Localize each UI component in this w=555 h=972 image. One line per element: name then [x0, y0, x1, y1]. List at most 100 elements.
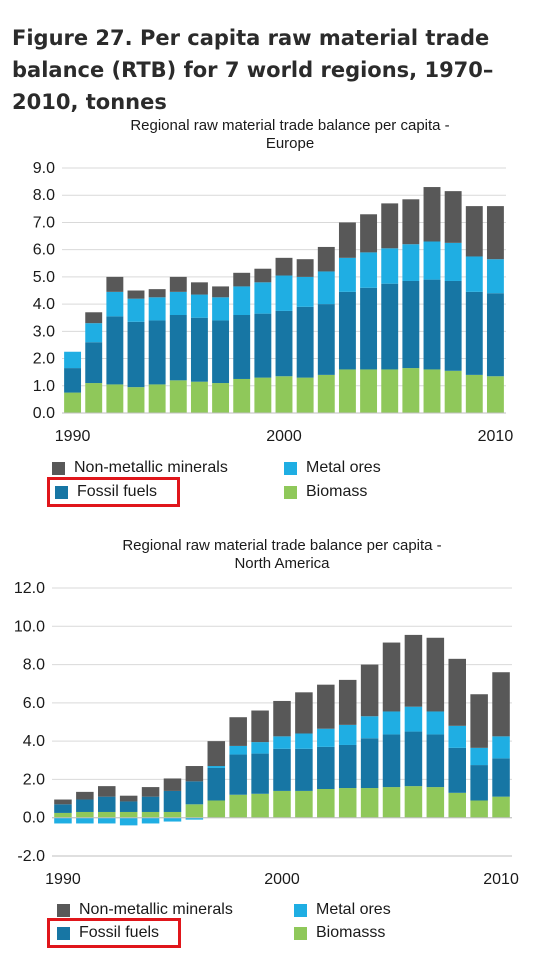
y-tick-label: 0.0 [23, 810, 45, 827]
bars [64, 187, 504, 413]
bar-biomass-2001 [295, 790, 313, 818]
bar-biomass-2004 [360, 369, 378, 413]
bar-metal-ores-1994 [148, 297, 166, 321]
bar-non-metallic-minerals-1991 [76, 791, 94, 800]
bar-metal-ores-1996 [185, 817, 204, 820]
bar-non-metallic-minerals-2002 [317, 246, 335, 272]
y-tick-label: 9.0 [33, 160, 55, 177]
bar-fossil-fuels-1994 [148, 320, 166, 385]
bar-biomass-2010 [486, 376, 504, 413]
bar-non-metallic-minerals-2004 [360, 664, 379, 717]
bar-biomass-2000 [273, 790, 291, 818]
bar-biomass-2007 [426, 787, 445, 818]
bar-fossil-fuels-1998 [229, 754, 247, 795]
bar-non-metallic-minerals-2008 [444, 191, 462, 243]
bar-non-metallic-minerals-2006 [404, 634, 423, 707]
bar-fossil-fuels-2006 [402, 280, 420, 369]
legend-label: Biomasss [316, 924, 386, 941]
bar-non-metallic-minerals-2010 [486, 206, 504, 260]
chart-title-line-2: Europe [265, 135, 315, 152]
bar-biomass-2008 [448, 792, 466, 818]
bar-fossil-fuels-1995 [169, 315, 187, 381]
chart-title-line-1: Regional raw material trade balance per … [130, 117, 450, 134]
bar-biomass-1990 [64, 392, 82, 413]
y-tick-label: 8.0 [23, 657, 45, 674]
x-tick-label: 2000 [266, 428, 302, 445]
bar-fossil-fuels-1996 [190, 317, 208, 382]
bar-biomass-2005 [382, 787, 401, 818]
bar-fossil-fuels-2006 [404, 731, 423, 787]
bar-non-metallic-minerals-1992 [98, 786, 116, 797]
chart-title-europe: Regional raw material trade balance per … [60, 117, 520, 153]
bar-metal-ores-2000 [275, 275, 293, 311]
bar-fossil-fuels-2007 [426, 734, 445, 788]
bar-fossil-fuels-2003 [338, 291, 356, 370]
bar-metal-ores-1993 [119, 817, 138, 826]
bar-metal-ores-2006 [404, 706, 423, 732]
bar-metal-ores-1999 [254, 282, 272, 314]
bar-non-metallic-minerals-1996 [190, 282, 208, 295]
legend-swatch-metal-ores [284, 461, 297, 475]
y-tick-label: 6.0 [33, 242, 55, 259]
bar-fossil-fuels-2000 [275, 310, 293, 377]
bar-biomass-2004 [360, 788, 379, 818]
legend-swatch-metal-ores [294, 903, 307, 917]
legend-swatch-biomass [284, 485, 297, 499]
bar-biomass-1991 [85, 383, 103, 413]
bar-biomass-1993 [127, 387, 145, 413]
bar-fossil-fuels-1995 [163, 790, 182, 812]
x-tick-label: 2010 [478, 428, 514, 445]
bar-biomass-1992 [106, 384, 124, 413]
bar-biomass-2002 [317, 374, 335, 413]
bar-metal-ores-1991 [85, 323, 103, 343]
legend-label: Biomass [306, 483, 368, 500]
bar-fossil-fuels-2002 [317, 746, 335, 789]
bar-metal-ores-2001 [296, 276, 314, 307]
legend-label: Fossil fuels [79, 924, 160, 941]
y-tick-label: 8.0 [33, 187, 55, 204]
bar-fossil-fuels-2003 [338, 744, 357, 789]
legend-item-biomass: Biomasss [294, 923, 385, 943]
bar-fossil-fuels-2008 [444, 280, 462, 371]
bar-biomass-1999 [251, 793, 269, 818]
bar-non-metallic-minerals-2005 [381, 203, 399, 249]
bar-biomass-2008 [444, 370, 462, 413]
bar-fossil-fuels-1994 [141, 796, 160, 812]
bar-fossil-fuels-2010 [492, 758, 510, 797]
bar-biomass-1995 [163, 811, 182, 818]
bar-biomass-1996 [190, 381, 208, 413]
bar-non-metallic-minerals-2002 [317, 684, 335, 729]
bar-fossil-fuels-2004 [360, 287, 378, 370]
bar-fossil-fuels-1992 [106, 316, 124, 385]
bar-biomass-1991 [76, 811, 94, 818]
bar-non-metallic-minerals-1998 [233, 272, 251, 287]
bar-non-metallic-minerals-1990 [54, 799, 72, 805]
bar-metal-ores-1990 [54, 817, 72, 824]
bar-non-metallic-minerals-2009 [465, 206, 483, 257]
bar-metal-ores-2010 [486, 259, 504, 294]
bar-non-metallic-minerals-1995 [163, 778, 182, 791]
bar-non-metallic-minerals-2003 [338, 222, 356, 258]
legend-swatch-non-metallic-minerals [57, 903, 70, 917]
bar-biomass-1999 [254, 377, 272, 413]
highlight-box-fossil-fuels-north-america [47, 918, 181, 948]
bar-biomass-2009 [465, 374, 483, 413]
bar-biomass-1997 [207, 800, 226, 818]
bar-non-metallic-minerals-1993 [127, 290, 145, 299]
bar-biomass-2010 [492, 796, 510, 818]
bar-fossil-fuels-1990 [54, 804, 72, 813]
chart-title-line-1: Regional raw material trade balance per … [122, 537, 442, 554]
bar-non-metallic-minerals-2000 [273, 700, 291, 737]
y-tick-label: 3.0 [33, 323, 55, 340]
legend-item-fossil-fuels: Fossil fuels [55, 482, 157, 502]
bar-metal-ores-1993 [127, 298, 145, 322]
bar-fossil-fuels-2004 [360, 738, 379, 789]
figure-title: Figure 27. Per capita raw material trade… [12, 26, 494, 114]
bar-biomass-2002 [317, 789, 335, 818]
bar-non-metallic-minerals-2006 [402, 199, 420, 245]
bar-non-metallic-minerals-2004 [360, 214, 378, 253]
bar-non-metallic-minerals-2008 [448, 658, 466, 726]
bar-fossil-fuels-1996 [185, 781, 204, 805]
legend-item-biomass: Biomass [284, 482, 367, 502]
bar-metal-ores-2004 [360, 252, 378, 288]
